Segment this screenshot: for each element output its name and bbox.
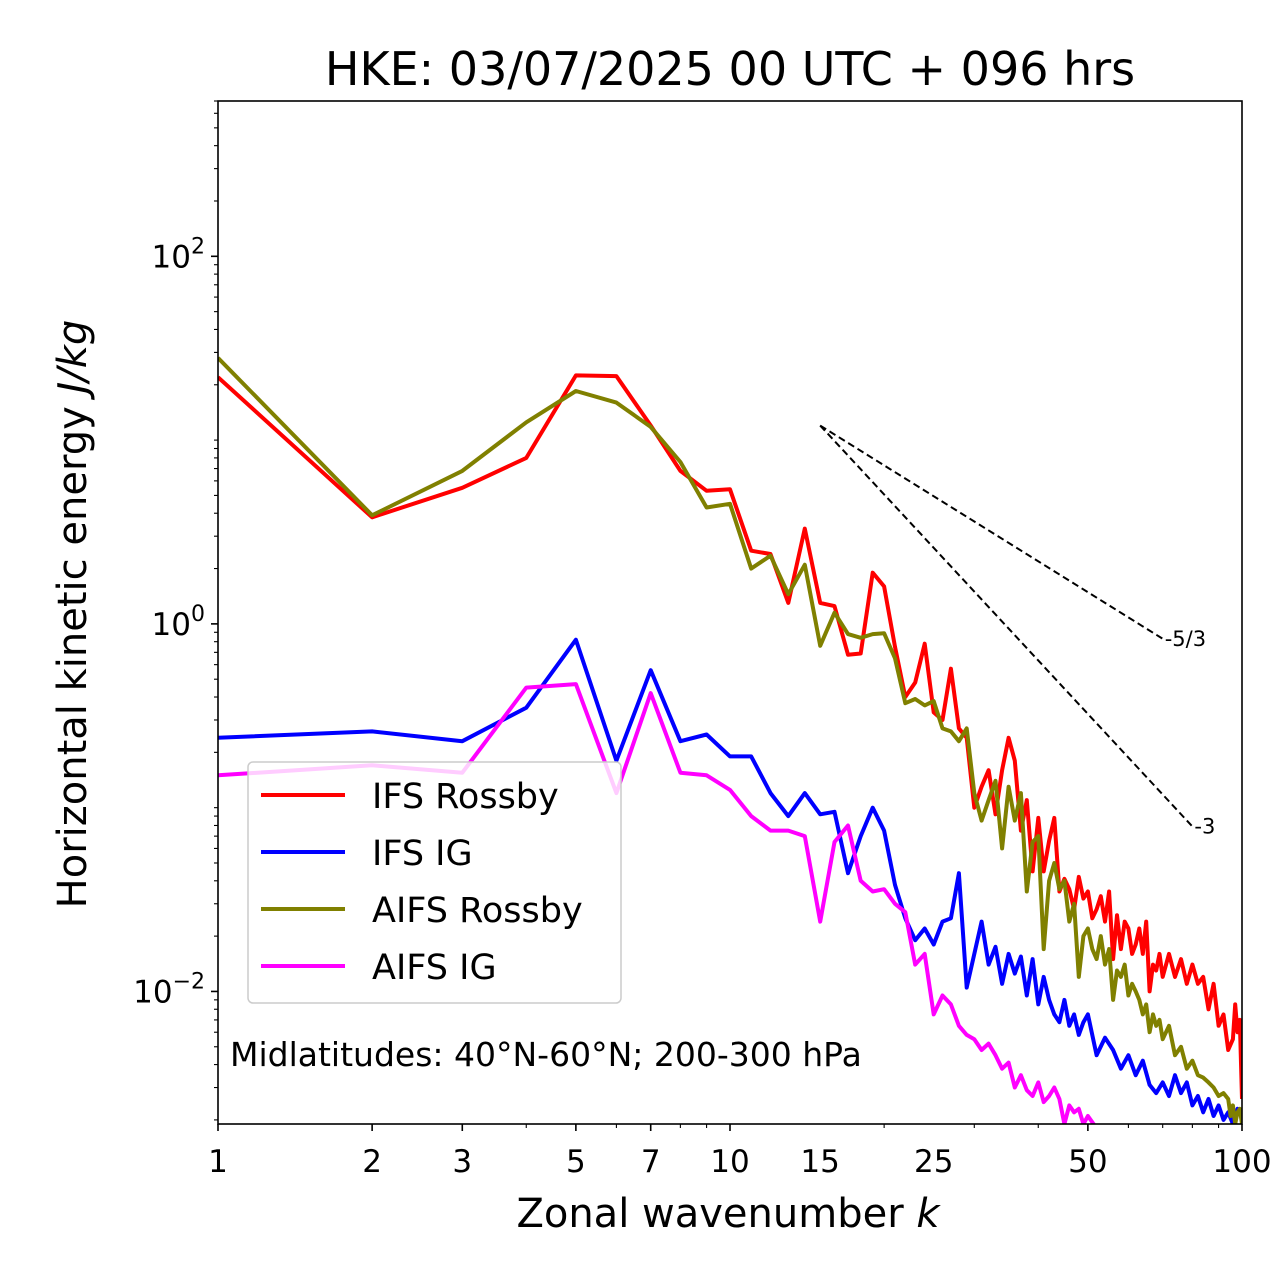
series-line <box>218 373 1242 1100</box>
legend-label: IFS Rossby <box>372 777 559 817</box>
reference-slope-line <box>819 424 1194 828</box>
reference-labels: -5/3 -3 <box>1165 627 1216 839</box>
chart-title: HKE: 03/07/2025 00 UTC + 096 hrs <box>325 42 1135 96</box>
reference-slope-line <box>819 424 1164 640</box>
region-annotation: Midlatitudes: 40°N-60°N; 200-300 hPa <box>230 1035 862 1074</box>
y-axis-unit: J/kg <box>50 320 96 401</box>
y-axis-label: Horizontal kinetic energy J/kg <box>50 320 96 909</box>
series-line <box>218 637 1242 1124</box>
x-axis-variable: k <box>916 1191 941 1237</box>
series-line <box>218 356 1242 1124</box>
x-tick-label: 25 <box>914 1144 953 1180</box>
x-tick-label: 50 <box>1068 1144 1107 1180</box>
y-tick-label: 100 <box>152 602 205 643</box>
y-axis-label-text: Horizontal kinetic energy <box>50 406 96 908</box>
legend-box <box>247 761 622 1004</box>
x-tick-label: 100 <box>1212 1144 1271 1180</box>
x-tick-label: 7 <box>641 1144 661 1180</box>
x-tick-label: 5 <box>566 1144 586 1180</box>
y-tick-label: 102 <box>152 234 205 275</box>
x-tick-label: 15 <box>800 1144 839 1180</box>
x-tick-label: 2 <box>362 1144 382 1180</box>
x-tick-label: 1 <box>208 1144 228 1180</box>
reference-slope-label: -3 <box>1194 814 1215 838</box>
legend-label: IFS IG <box>372 834 473 874</box>
reference-lines <box>819 424 1194 828</box>
x-axis-label-text: Zonal wavenumber <box>516 1191 904 1237</box>
x-axis-label: Zonal wavenumber k <box>516 1191 941 1237</box>
x-tick-label: 10 <box>710 1144 749 1180</box>
y-axis-ticks: 10−2 100 102 <box>133 100 218 1121</box>
x-tick-label: 3 <box>452 1144 472 1180</box>
y-tick-label: 10−2 <box>133 969 205 1010</box>
reference-slope-label: -5/3 <box>1165 627 1206 651</box>
series-line <box>218 682 1097 1124</box>
legend-label: AIFS Rossby <box>372 891 583 931</box>
x-axis-ticks: 1 2 3 5 7 10 15 25 50 100 <box>208 1124 1272 1180</box>
legend-label: AIFS IG <box>372 948 497 988</box>
legend: IFS Rossby IFS IG AIFS Rossby AIFS IG <box>247 761 622 1004</box>
series-lines <box>218 356 1242 1124</box>
